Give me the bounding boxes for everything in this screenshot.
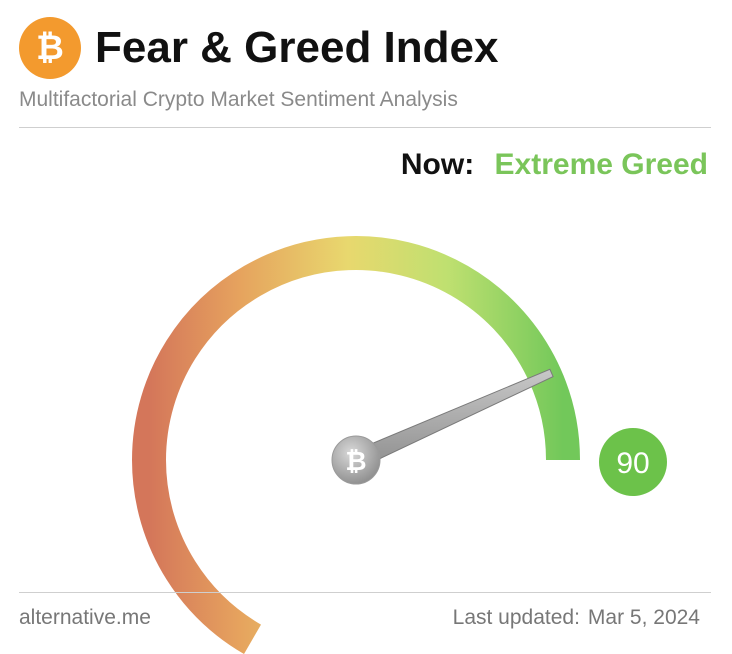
updated-date: Mar 5, 2024 bbox=[587, 606, 700, 629]
status-value: Extreme Greed bbox=[494, 148, 708, 181]
gauge-needle bbox=[351, 368, 554, 469]
page-title: Fear & Greed Index bbox=[95, 23, 499, 72]
gauge-arc bbox=[132, 236, 580, 654]
status-label: Now: bbox=[400, 148, 475, 181]
source-link[interactable]: alternative.me bbox=[19, 606, 151, 629]
logo-symbol: ₿ bbox=[36, 28, 64, 68]
last-updated: Last updated: Mar 5, 2024 bbox=[453, 606, 700, 630]
top-divider bbox=[19, 127, 711, 128]
sentiment-status: Now: Extreme Greed bbox=[401, 148, 708, 182]
gauge-value-badge bbox=[599, 428, 667, 496]
bitcoin-icon: ₿ bbox=[19, 17, 81, 79]
page-subtitle: Multifactorial Crypto Market Sentiment A… bbox=[19, 88, 458, 111]
hub-bitcoin-icon: ₿ bbox=[345, 447, 366, 477]
updated-label: Last updated: bbox=[452, 606, 580, 629]
gauge-value: 90 bbox=[616, 447, 649, 480]
header: ₿ Fear & Greed Index bbox=[19, 17, 498, 79]
bottom-divider bbox=[19, 592, 711, 593]
gauge-hub bbox=[331, 435, 381, 485]
